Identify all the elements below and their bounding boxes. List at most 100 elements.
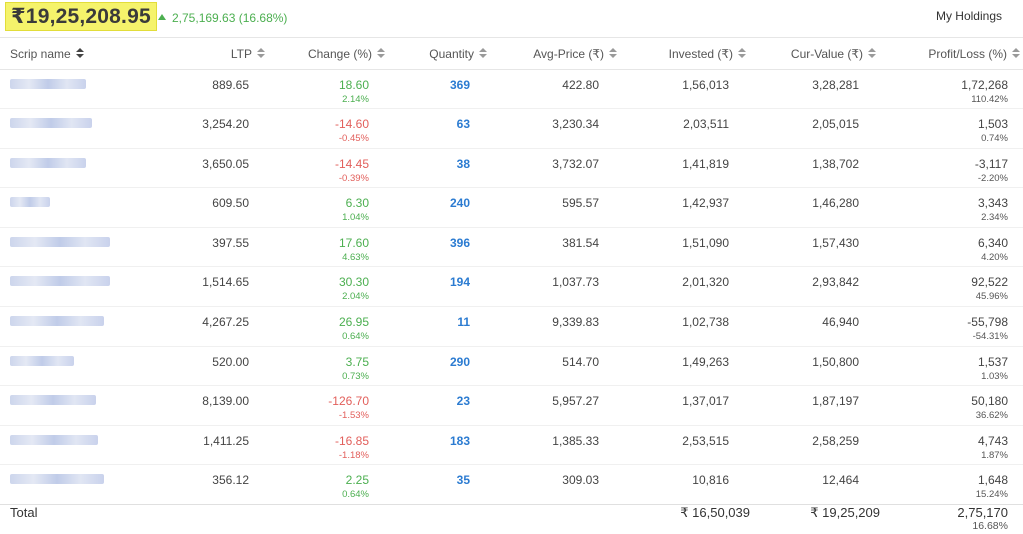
quantity-value[interactable]: 194 — [449, 275, 470, 290]
col-profit-loss[interactable]: Profit/Loss (%) — [879, 39, 1023, 70]
table-row[interactable]: 356.12 2.25 0.64% 35 309.03 10,816 12,464 1,648… — [0, 464, 1023, 506]
table-header-row: Scrip name LTP Change (%) Quantity Avg-P… — [0, 39, 1023, 70]
table-row[interactable]: 8,139.00 -126.70 -1.53% 23 5,957.27 1,37,017 1… — [0, 385, 1023, 426]
col-change[interactable]: Change (%) — [271, 39, 389, 70]
ltp-value: 3,650.05 — [202, 156, 249, 171]
profit-loss-pct: 4.20% — [981, 251, 1008, 263]
table-row[interactable]: 520.00 3.75 0.73% 290 514.70 1,49,263 1,50,800… — [0, 346, 1023, 387]
invested-value: 1,56,013 — [682, 77, 729, 92]
sort-icon — [377, 47, 385, 59]
avg-price-value: 3,732.07 — [552, 156, 599, 171]
col-ltp[interactable]: LTP — [118, 39, 271, 70]
scrip-name-redacted — [10, 236, 110, 247]
profit-loss-value: 1,503 — [977, 117, 1008, 132]
scrip-name-redacted — [10, 474, 104, 485]
scrip-name-cell[interactable] — [0, 187, 118, 228]
invested-value: 1,42,937 — [682, 196, 729, 211]
change-value: -14.60 — [334, 117, 369, 132]
profit-loss-value: -3,117 — [974, 156, 1008, 171]
change-pct: 1.04% — [342, 212, 369, 224]
profit-loss-value: 1,537 — [977, 354, 1008, 369]
change-value: 3.75 — [345, 354, 369, 369]
scrip-name-redacted — [10, 395, 96, 406]
scrip-name-cell[interactable] — [0, 266, 118, 308]
scrip-name-redacted — [10, 276, 110, 287]
table-row[interactable]: 3,254.20 -14.60 -0.45% 63 3,230.34 2,03,511 2,… — [0, 108, 1023, 149]
profit-loss-pct: 2.34% — [981, 212, 1008, 224]
current-value: 3,28,281 — [812, 77, 859, 92]
col-quantity[interactable]: Quantity — [389, 39, 489, 70]
scrip-name-cell[interactable] — [0, 148, 118, 189]
up-arrow-icon — [158, 14, 166, 20]
sort-icon — [738, 47, 746, 59]
current-value: 1,87,197 — [812, 394, 859, 409]
scrip-name-cell[interactable] — [0, 346, 118, 387]
table-row[interactable]: 397.55 17.60 4.63% 396 381.54 1,51,090 1,57,43… — [0, 227, 1023, 268]
quantity-value[interactable]: 240 — [449, 196, 470, 211]
sort-icon — [75, 47, 84, 59]
change-pct: 0.73% — [342, 370, 369, 382]
change-pct: -1.53% — [338, 410, 369, 422]
current-value: 12,464 — [822, 473, 859, 488]
change-value: 30.30 — [338, 275, 369, 290]
scrip-name-cell[interactable] — [0, 227, 118, 268]
change-value: -126.70 — [328, 394, 369, 409]
total-invested: ₹ 16,50,039 — [680, 505, 750, 520]
table-row[interactable]: 4,267.25 26.95 0.64% 11 9,339.83 1,02,738 46,9… — [0, 306, 1023, 347]
change-value: 17.60 — [338, 235, 369, 250]
scrip-name-cell[interactable] — [0, 464, 118, 506]
ltp-value: 889.65 — [212, 77, 249, 92]
avg-price-value: 381.54 — [562, 235, 599, 250]
change-pct: 4.63% — [342, 251, 369, 263]
ltp-value: 520.00 — [212, 354, 249, 369]
portfolio-day-change: 2,75,169.63 (16.68%) — [158, 10, 287, 26]
quantity-value[interactable]: 183 — [449, 433, 470, 448]
profit-loss-value: 1,72,268 — [961, 77, 1008, 92]
quantity-value[interactable]: 63 — [456, 117, 470, 132]
col-invested[interactable]: Invested (₹) — [619, 39, 749, 70]
scrip-name-cell[interactable] — [0, 425, 118, 466]
profit-loss-value: 1,648 — [977, 473, 1008, 488]
avg-price-value: 5,957.27 — [552, 394, 599, 409]
scrip-name-redacted — [10, 316, 104, 327]
profit-loss-value: 50,180 — [971, 394, 1008, 409]
profit-loss-value: 6,340 — [977, 235, 1008, 250]
my-holdings-dropdown[interactable]: My Holdings — [935, 9, 1002, 23]
current-value: 1,46,280 — [812, 196, 859, 211]
table-row[interactable]: 889.65 18.60 2.14% 369 422.80 1,56,013 3,28,28… — [0, 69, 1023, 110]
scrip-name-redacted — [10, 355, 74, 366]
quantity-value[interactable]: 290 — [449, 354, 470, 369]
table-row[interactable]: 3,650.05 -14.45 -0.39% 38 3,732.07 1,41,819 1,… — [0, 148, 1023, 189]
scrip-name-cell[interactable] — [0, 108, 118, 149]
table-row[interactable]: 1,514.65 30.30 2.04% 194 1,037.73 2,01,320 2,9… — [0, 266, 1023, 308]
sort-icon — [868, 47, 876, 59]
change-value: -16.85 — [334, 433, 369, 448]
quantity-value[interactable]: 396 — [449, 235, 470, 250]
col-cur-value[interactable]: Cur-Value (₹) — [749, 39, 879, 70]
ltp-value: 3,254.20 — [202, 117, 249, 132]
quantity-value[interactable]: 35 — [456, 473, 470, 488]
scrip-name-cell[interactable] — [0, 306, 118, 347]
invested-value: 1,41,819 — [682, 156, 729, 171]
table-row[interactable]: 1,411.25 -16.85 -1.18% 183 1,385.33 2,53,515 2… — [0, 425, 1023, 466]
quantity-value[interactable]: 23 — [456, 394, 470, 409]
invested-value: 1,02,738 — [682, 315, 729, 330]
ltp-value: 1,411.25 — [203, 433, 249, 448]
holdings-table: Scrip name LTP Change (%) Quantity Avg-P… — [0, 39, 1023, 506]
quantity-value[interactable]: 369 — [449, 77, 470, 92]
quantity-value[interactable]: 11 — [457, 315, 470, 330]
scrip-name-cell[interactable] — [0, 385, 118, 426]
table-row[interactable]: 609.50 6.30 1.04% 240 595.57 1,42,937 1,46,280… — [0, 187, 1023, 228]
col-avg-price[interactable]: Avg-Price (₹) — [489, 39, 619, 70]
avg-price-value: 595.57 — [562, 196, 599, 211]
col-scrip-name[interactable]: Scrip name — [0, 39, 118, 70]
ltp-value: 609.50 — [212, 196, 249, 211]
profit-loss-pct: 1.87% — [981, 449, 1008, 461]
current-value: 2,93,842 — [812, 275, 859, 290]
ltp-value: 397.55 — [212, 235, 249, 250]
quantity-value[interactable]: 38 — [456, 156, 470, 171]
scrip-name-cell[interactable] — [0, 69, 118, 110]
ltp-value: 8,139.00 — [202, 394, 249, 409]
ltp-value: 356.12 — [212, 473, 249, 488]
profit-loss-pct: 110.42% — [971, 93, 1008, 105]
